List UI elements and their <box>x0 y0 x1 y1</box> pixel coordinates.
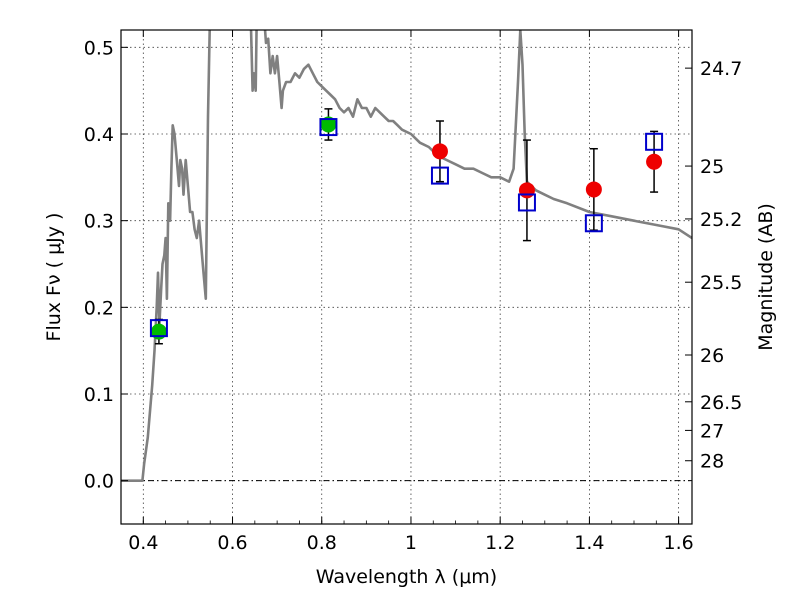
x-tick-label: 0.6 <box>217 532 247 554</box>
model-flux-box <box>319 118 338 137</box>
x-tick-label: 1.4 <box>574 532 604 554</box>
magnitude-tick-label: 28 <box>700 451 724 473</box>
y-axis-ticks: 0.0 0.1 0.2 0.3 0.4 0.5 <box>84 37 128 493</box>
red-data-point <box>646 153 663 170</box>
magnitude-tick-label: 25.5 <box>700 272 742 294</box>
x-tick-label: 0.4 <box>128 532 158 554</box>
magnitude-tick-label: 24.7 <box>700 58 742 80</box>
plot-area <box>121 30 692 482</box>
x-tick-label: 0.8 <box>307 532 337 554</box>
y-tick-label: 0.3 <box>84 211 114 233</box>
y-tick-label: 0.2 <box>84 297 114 319</box>
x-tick-label: 1 <box>405 532 417 554</box>
x-axis-ticks: 0.4 0.6 0.8 1 1.2 1.4 1.6 <box>128 30 694 554</box>
axes-frame <box>120 29 693 525</box>
red-data-point <box>518 182 535 199</box>
y-tick-label: 0.5 <box>84 37 114 59</box>
x-tick-label: 1.2 <box>485 532 515 554</box>
magnitude-tick-label: 25.2 <box>700 209 742 231</box>
magnitude-tick-label: 26 <box>700 345 724 367</box>
magnitude-tick-label: 27 <box>700 420 724 442</box>
y-tick-label: 0.4 <box>84 124 114 146</box>
red-data-point <box>431 143 448 160</box>
magnitude-axis-ticks: 24.7 25 25.2 25.5 26 26.5 27 28 <box>685 58 742 473</box>
magnitude-axis-label: Magnitude (AB) <box>755 203 777 351</box>
model-flux-box <box>517 193 536 212</box>
green-data-point <box>150 323 167 340</box>
model-flux-box <box>584 214 603 233</box>
red-data-point <box>585 181 602 198</box>
magnitude-tick-label: 25 <box>700 156 724 178</box>
y-tick-label: 0.1 <box>84 384 114 406</box>
model-spectrum-line <box>121 30 692 482</box>
magnitude-tick-label: 26.5 <box>700 392 742 414</box>
model-flux-box <box>645 132 664 151</box>
model-flux-box <box>430 166 449 185</box>
y-tick-label: 0.0 <box>84 471 114 493</box>
x-axis-label: Wavelength λ (μm) <box>316 566 497 588</box>
x-tick-label: 1.6 <box>664 532 694 554</box>
green-data-point <box>320 116 337 133</box>
model-flux-box <box>149 319 168 338</box>
y-axis-label: Flux Fν ( μJy ) <box>43 213 65 342</box>
